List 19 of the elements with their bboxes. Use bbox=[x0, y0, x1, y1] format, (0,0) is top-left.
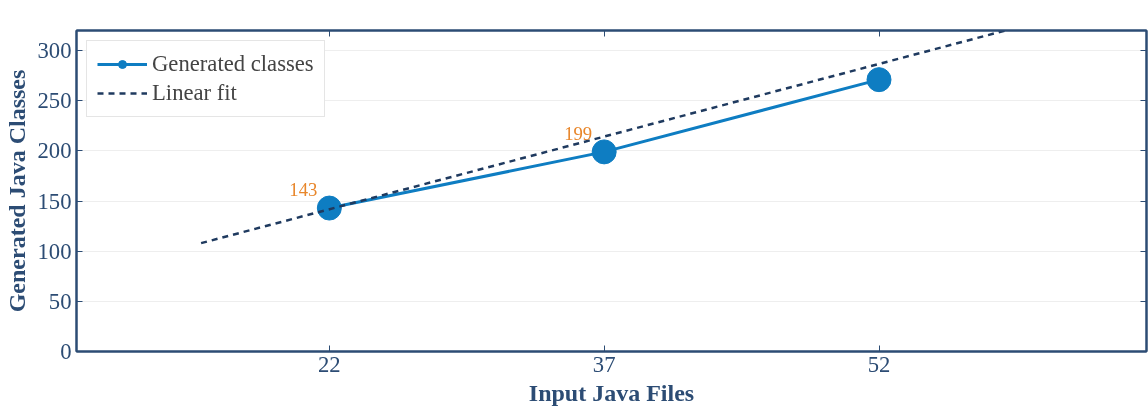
y-tick-label: 150 bbox=[37, 188, 72, 214]
legend-label: Linear fit bbox=[152, 80, 237, 106]
y-axis-title: Generated Java Classes bbox=[3, 69, 30, 313]
y-tick-label: 200 bbox=[37, 138, 72, 164]
y-tick-label: 0 bbox=[60, 339, 72, 364]
x-tick-label: 22 bbox=[318, 351, 341, 377]
x-tick-label: 37 bbox=[592, 351, 616, 377]
x-axis-title: Input Java Files bbox=[528, 379, 695, 406]
y-tick-label: 50 bbox=[48, 288, 72, 314]
x-tick-label: 52 bbox=[867, 351, 891, 377]
point bbox=[591, 139, 617, 165]
point bbox=[316, 195, 342, 221]
y-tick-label: 100 bbox=[37, 238, 72, 264]
data-label: 143 bbox=[289, 179, 318, 201]
point bbox=[866, 67, 892, 93]
y-tick-label: 250 bbox=[37, 88, 72, 114]
y-tick-label: 300 bbox=[37, 38, 72, 64]
data-label: 199 bbox=[564, 122, 593, 144]
legend-label: Generated classes bbox=[152, 51, 314, 77]
